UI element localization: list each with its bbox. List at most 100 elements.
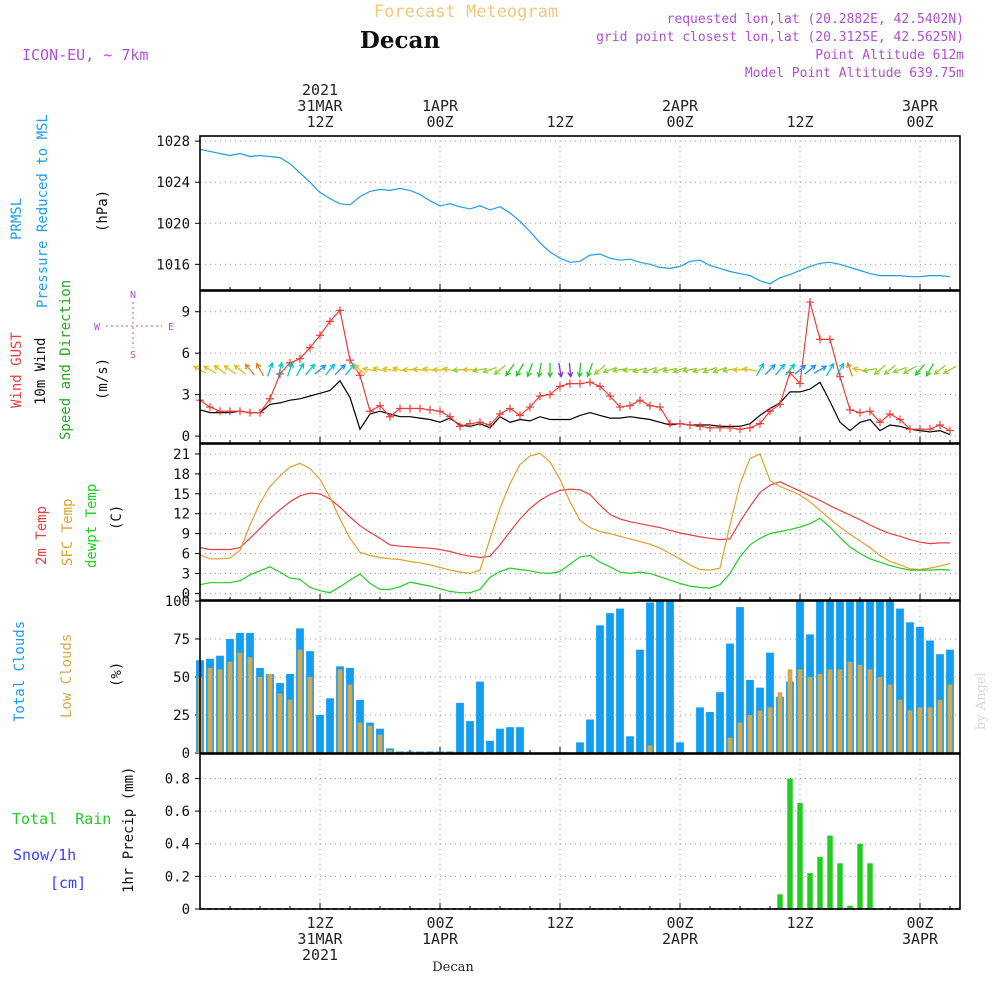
y-tick-label: 0 <box>182 429 190 445</box>
total-cloud-bar <box>496 728 504 753</box>
total-cloud-bar <box>576 742 584 753</box>
y-tick-label: 21 <box>173 447 190 463</box>
bottom-time-label: 12Z <box>546 914 573 932</box>
bottom-time-label: 3APR <box>902 930 939 948</box>
wind-direction-arrow <box>515 363 525 377</box>
low-cloud-bar <box>287 699 293 753</box>
gust-marker <box>256 408 264 417</box>
rain-bar <box>837 863 843 909</box>
total-cloud-bar <box>616 608 624 753</box>
compass-s: S <box>130 350 136 361</box>
low-cloud-bar <box>817 673 823 753</box>
gust-marker <box>606 392 614 401</box>
wind-direction-arrow <box>361 366 378 373</box>
top-time-label: 00Z <box>426 113 453 131</box>
low-cloud-bar <box>887 684 893 753</box>
wind-direction-arrow <box>586 362 594 378</box>
wind-direction-arrow <box>314 364 327 375</box>
low-cloud-bar <box>807 677 813 753</box>
gust-marker <box>756 419 764 428</box>
gust-marker <box>436 407 444 416</box>
gust-marker <box>826 335 834 344</box>
top-time-label: 12Z <box>546 113 573 131</box>
top-time-label: 1APR <box>422 97 459 115</box>
wind-direction-arrow <box>493 364 506 376</box>
wind-direction-arrow <box>526 362 534 378</box>
precip-unit-label: 1hr Precip (mm) <box>121 767 137 893</box>
wind-direction-arrow <box>536 362 543 379</box>
wind-direction-arrow <box>902 365 917 374</box>
total-cloud-bar <box>926 640 934 753</box>
wind-direction-arrow <box>631 367 647 374</box>
wind-direction-arrow <box>286 361 294 377</box>
gust-marker <box>856 408 864 417</box>
wind-direction-arrow <box>861 367 878 374</box>
total-cloud-bar <box>626 736 634 753</box>
gust-marker <box>416 404 424 413</box>
compass-w: W <box>94 322 101 333</box>
y-tick-label: 0 <box>182 746 190 762</box>
top-time-label: 12Z <box>306 113 333 131</box>
compass-n: N <box>130 290 136 301</box>
low-cloud-bar <box>797 669 803 753</box>
low-cloud-bar <box>267 673 273 753</box>
gust-marker <box>716 423 724 432</box>
gust-marker <box>616 403 624 412</box>
low-cloud-bar <box>207 667 213 753</box>
wind-direction-arrow <box>602 366 617 374</box>
low-cloud-bar <box>927 707 933 753</box>
gust-marker <box>226 407 234 416</box>
y-tick-label: 1028 <box>156 134 190 150</box>
low-cloud-bar <box>837 669 843 753</box>
gust-marker <box>426 405 434 414</box>
model-name: ICON-EU, ~ 7km <box>22 46 148 64</box>
dewpt-label: dewpt Temp <box>84 484 100 568</box>
total-cloud-bar <box>486 740 494 753</box>
top-time-label: 12Z <box>786 113 813 131</box>
total-cloud-bar <box>506 727 514 753</box>
total-cloud-bar <box>736 607 744 753</box>
wind-direction-arrow <box>244 363 255 376</box>
gust-marker <box>736 425 744 434</box>
low-cloud-bar <box>297 649 303 753</box>
wind-direction-arrow <box>277 361 284 377</box>
gust-marker <box>306 343 314 352</box>
gust-marker <box>896 415 904 424</box>
wind-direction-arrow <box>505 363 515 377</box>
low-cloud-bar <box>277 693 283 753</box>
low-cloud-bar <box>777 692 783 753</box>
pressure-frame <box>199 135 961 291</box>
gust-marker <box>626 401 634 410</box>
rain-bar <box>847 905 853 909</box>
temp2m-line <box>199 481 950 559</box>
wind-direction-arrow <box>652 366 667 374</box>
gust-marker <box>926 425 934 434</box>
total-cloud-bar <box>766 652 774 753</box>
chart-title: Forecast Meteogram <box>374 2 558 22</box>
low-cloud-bar <box>727 737 733 753</box>
y-tick-label: 1024 <box>156 175 190 191</box>
wind-direction-arrow <box>691 367 707 374</box>
total-cloud-bar <box>326 698 334 753</box>
low-cloud-bar <box>907 710 913 753</box>
gust-marker <box>536 392 544 401</box>
wind-label: 10m Wind <box>33 338 49 405</box>
total-cloud-bar <box>596 625 604 753</box>
gust-marker <box>846 405 854 414</box>
low-cloud-bar <box>647 745 653 753</box>
gust-label: Wind GUST <box>9 332 25 408</box>
gust-marker <box>696 422 704 431</box>
total-cloud-bar <box>476 681 484 753</box>
total-cloud-bar <box>906 622 914 753</box>
wind-direction-arrow <box>642 366 657 374</box>
low-cloud-bar <box>737 722 743 753</box>
gust-marker <box>266 394 274 403</box>
total-cloud-bar <box>516 727 524 753</box>
wind-direction-arrow <box>873 364 886 376</box>
wind-direction-arrow <box>593 364 606 376</box>
gust-marker <box>326 317 334 326</box>
wind-direction-arrow <box>266 361 274 377</box>
y-tick-label: 0.4 <box>165 837 190 853</box>
gust-marker <box>656 403 664 412</box>
